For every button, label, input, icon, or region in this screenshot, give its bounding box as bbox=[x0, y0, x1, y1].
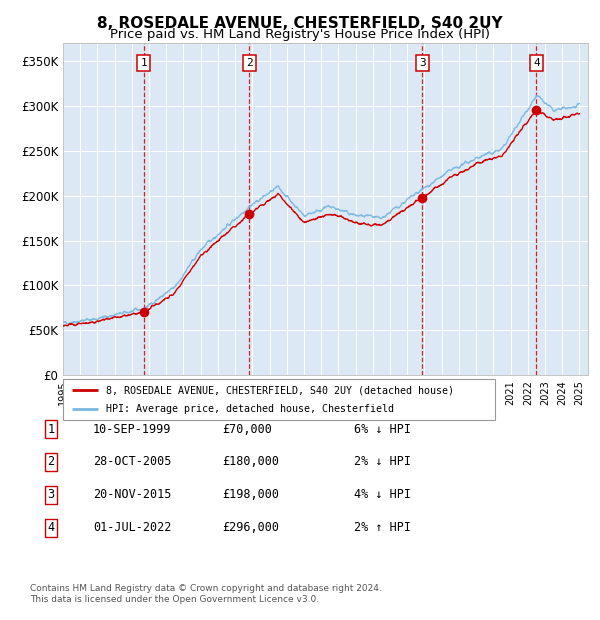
Text: £70,000: £70,000 bbox=[222, 423, 272, 435]
Text: 01-JUL-2022: 01-JUL-2022 bbox=[93, 521, 172, 534]
Text: 1: 1 bbox=[47, 423, 55, 435]
Text: This data is licensed under the Open Government Licence v3.0.: This data is licensed under the Open Gov… bbox=[30, 595, 319, 604]
Text: 10-SEP-1999: 10-SEP-1999 bbox=[93, 423, 172, 435]
Text: 8, ROSEDALE AVENUE, CHESTERFIELD, S40 2UY: 8, ROSEDALE AVENUE, CHESTERFIELD, S40 2U… bbox=[97, 16, 503, 30]
FancyBboxPatch shape bbox=[63, 379, 495, 420]
Text: 2% ↓ HPI: 2% ↓ HPI bbox=[354, 456, 411, 468]
Text: Price paid vs. HM Land Registry's House Price Index (HPI): Price paid vs. HM Land Registry's House … bbox=[110, 28, 490, 41]
Text: 28-OCT-2005: 28-OCT-2005 bbox=[93, 456, 172, 468]
Text: 8, ROSEDALE AVENUE, CHESTERFIELD, S40 2UY (detached house): 8, ROSEDALE AVENUE, CHESTERFIELD, S40 2U… bbox=[106, 385, 454, 396]
Text: 3: 3 bbox=[419, 58, 426, 68]
Text: £180,000: £180,000 bbox=[222, 456, 279, 468]
Text: 4: 4 bbox=[47, 521, 55, 534]
Text: HPI: Average price, detached house, Chesterfield: HPI: Average price, detached house, Ches… bbox=[106, 404, 394, 414]
Text: 4% ↓ HPI: 4% ↓ HPI bbox=[354, 489, 411, 501]
Text: 2: 2 bbox=[246, 58, 253, 68]
Text: 20-NOV-2015: 20-NOV-2015 bbox=[93, 489, 172, 501]
Text: Contains HM Land Registry data © Crown copyright and database right 2024.: Contains HM Land Registry data © Crown c… bbox=[30, 584, 382, 593]
Text: 2: 2 bbox=[47, 456, 55, 468]
Text: £198,000: £198,000 bbox=[222, 489, 279, 501]
Text: 2% ↑ HPI: 2% ↑ HPI bbox=[354, 521, 411, 534]
Text: 6% ↓ HPI: 6% ↓ HPI bbox=[354, 423, 411, 435]
Text: 4: 4 bbox=[533, 58, 540, 68]
Text: 1: 1 bbox=[140, 58, 147, 68]
Text: £296,000: £296,000 bbox=[222, 521, 279, 534]
Text: 3: 3 bbox=[47, 489, 55, 501]
